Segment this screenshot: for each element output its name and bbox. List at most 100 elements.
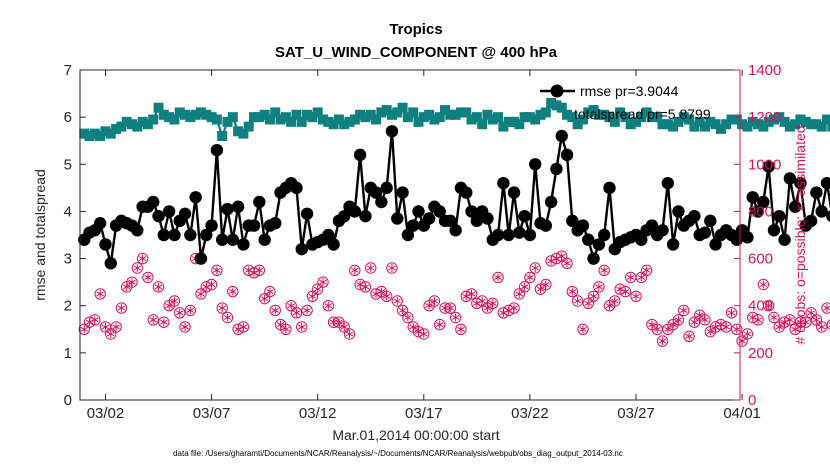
rmse-point xyxy=(497,176,510,190)
spread-point xyxy=(684,114,695,125)
spread-point xyxy=(116,121,127,132)
y-tick-label: 2 xyxy=(64,298,72,315)
spread-point xyxy=(487,114,498,125)
spread-point xyxy=(593,109,604,120)
spread-point xyxy=(572,119,583,130)
rmse-point xyxy=(178,207,192,220)
spread-point xyxy=(89,128,100,139)
obs-possible-point xyxy=(386,262,398,274)
legend-rmse-marker xyxy=(550,84,564,98)
obs-possible-point xyxy=(136,252,149,265)
spread-point xyxy=(450,109,461,120)
y-tick-label: 7 xyxy=(64,62,72,79)
obs-possible-point xyxy=(227,285,239,298)
spread-point xyxy=(307,112,318,123)
obs-possible-point xyxy=(731,323,743,335)
spread-point xyxy=(376,107,387,118)
rmse-point xyxy=(369,186,383,199)
spread-point xyxy=(641,107,652,118)
spread-point xyxy=(440,105,451,116)
rmse-point xyxy=(290,181,303,195)
obs-possible-point xyxy=(142,271,154,284)
rmse-point xyxy=(555,129,568,143)
y2-tick-label: 400 xyxy=(748,298,773,315)
spread-point xyxy=(397,102,408,113)
spread-point xyxy=(360,112,371,123)
spread-point xyxy=(768,114,779,125)
spread-point xyxy=(806,119,817,130)
spread-point xyxy=(747,116,758,127)
rmse-point xyxy=(226,233,239,246)
spread-point xyxy=(774,112,785,123)
rmse-point xyxy=(491,228,505,242)
rmse-point xyxy=(269,217,282,230)
x-tick-label: 04/01 xyxy=(723,405,761,422)
rmse-point xyxy=(221,202,234,216)
obs-possible-point xyxy=(126,276,138,288)
obs-possible-point xyxy=(598,264,610,277)
tick-labels: 03/02 03/07 03/12 03/17 03/22 03/27 04/0101234… xyxy=(64,62,782,422)
rmse-point xyxy=(210,143,224,157)
rmse-point xyxy=(762,160,775,173)
spread-point xyxy=(312,107,323,118)
obs-possible-point xyxy=(508,302,520,314)
spread-point xyxy=(583,107,594,118)
rmse-point xyxy=(635,233,648,246)
rmse-point xyxy=(375,195,388,209)
spread-point xyxy=(699,121,710,132)
rmse-point xyxy=(804,214,818,228)
rmse-point xyxy=(295,242,308,256)
spread-point xyxy=(731,114,742,125)
obs-possible-point xyxy=(741,328,754,340)
obs-possible-point xyxy=(184,304,197,317)
spread-point xyxy=(111,123,122,134)
spread-point xyxy=(599,109,610,120)
rmse-point xyxy=(433,205,446,218)
spread-point xyxy=(402,112,413,123)
spread-point xyxy=(201,109,212,120)
obs-possible-point xyxy=(174,307,186,319)
obs-possible-point xyxy=(540,278,552,291)
obs-possible-point xyxy=(444,302,457,314)
rmse-point xyxy=(672,205,685,218)
obs-possible-point xyxy=(752,314,764,326)
spread-point xyxy=(217,131,228,141)
rmse-point xyxy=(353,148,367,162)
rmse-series xyxy=(78,125,830,270)
spread-point xyxy=(800,116,811,127)
spread-point xyxy=(551,100,562,111)
y-tick-label: 5 xyxy=(64,156,72,173)
rmse-point xyxy=(237,238,250,251)
rmse-point xyxy=(767,224,781,237)
spread-point xyxy=(270,107,281,118)
obs-possible-point xyxy=(380,290,393,302)
obs-possible-point xyxy=(587,290,600,302)
spread-point xyxy=(392,107,403,118)
spread-point xyxy=(227,112,238,123)
spread-point xyxy=(153,102,164,113)
obs-possible-point xyxy=(211,264,223,277)
spread-point xyxy=(381,105,392,116)
x-axis-label: Mar.01,2014 00:00:00 start xyxy=(332,427,499,443)
spread-point xyxy=(323,116,334,127)
rmse-point xyxy=(322,228,335,242)
spread-point xyxy=(137,116,148,127)
y2-tick-label: 1000 xyxy=(748,156,781,173)
y-axis-label: rmse and totalspread xyxy=(32,169,48,301)
rmse-point xyxy=(406,219,420,232)
obs-possible-point xyxy=(301,304,313,317)
rmse-point xyxy=(200,228,213,242)
spread-point xyxy=(349,114,360,125)
rmse-point xyxy=(810,186,823,199)
obs-possible-point xyxy=(656,335,669,347)
spread-point xyxy=(482,109,493,120)
obs-possible-point xyxy=(688,316,701,328)
rmse-point xyxy=(788,200,802,213)
obs-possible-point xyxy=(784,314,796,326)
obs-possible-point xyxy=(359,281,372,293)
legend: rmse pr=3.9044 totalspread pr=5.8799 xyxy=(540,83,711,122)
rmse-point xyxy=(529,158,542,171)
obs-possible-point xyxy=(322,300,334,312)
rmse-point xyxy=(502,228,515,242)
spread-point xyxy=(715,123,726,134)
